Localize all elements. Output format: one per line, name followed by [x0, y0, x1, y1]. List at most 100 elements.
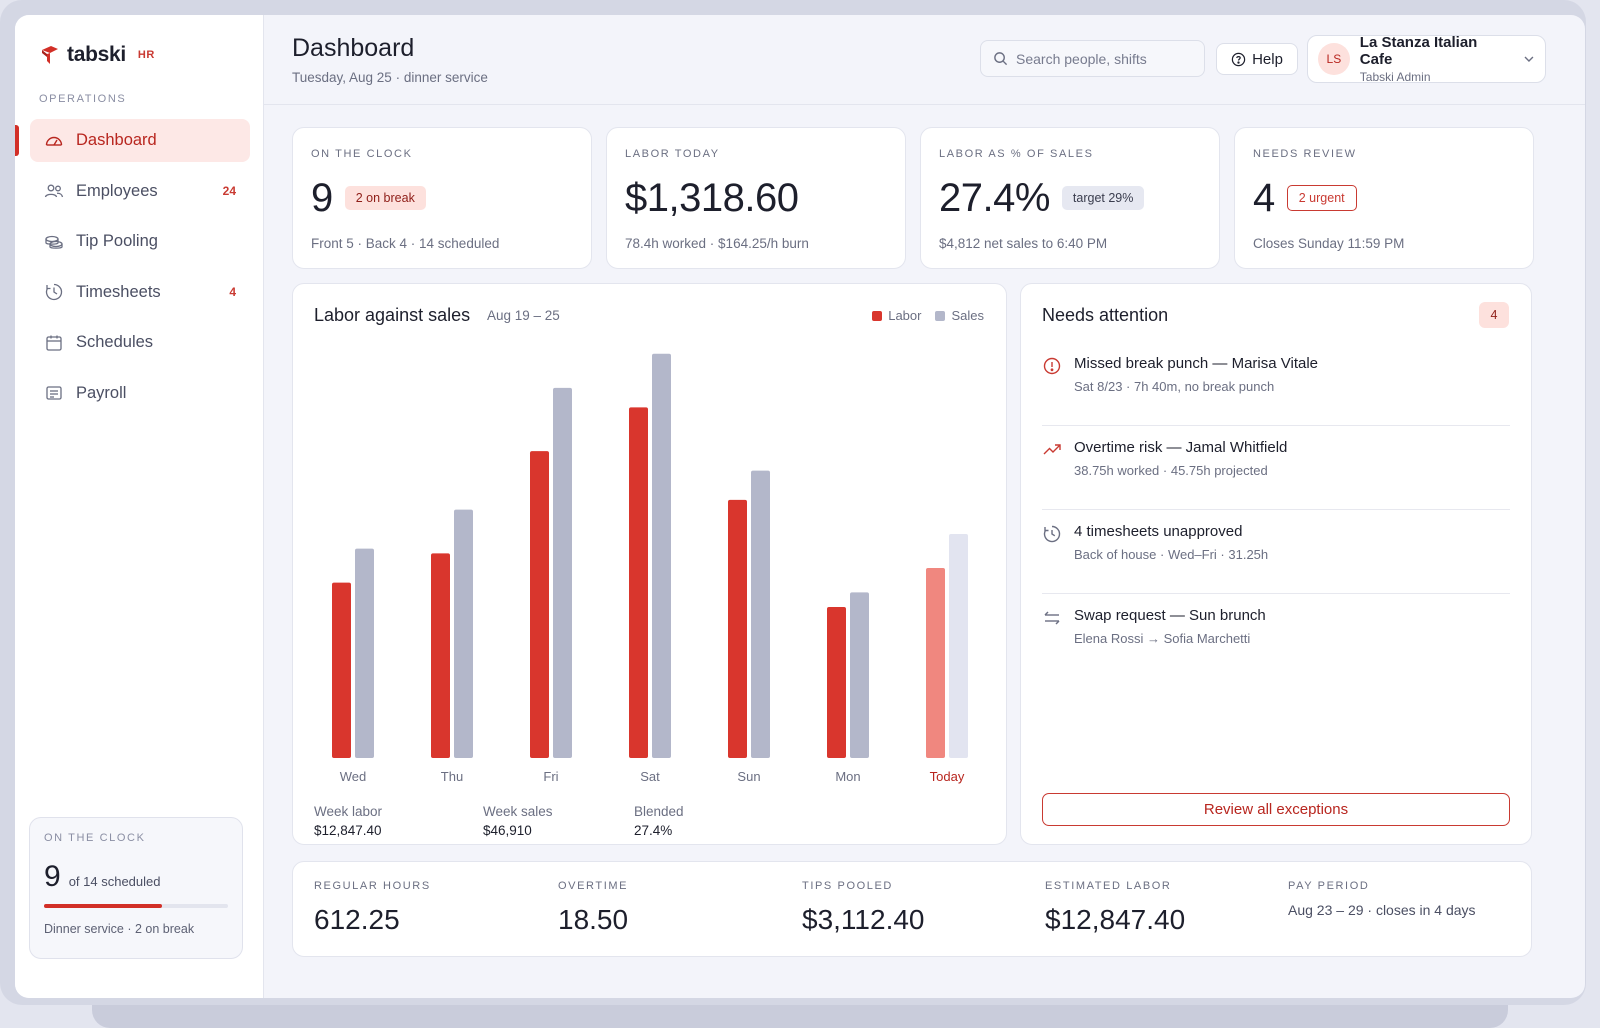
- chart-date-range: Aug 19 – 25: [487, 308, 560, 323]
- bar-sales-mon[interactable]: [850, 592, 869, 758]
- metric-value: $12,847.40: [1045, 904, 1186, 935]
- bar-labor-thu[interactable]: [431, 553, 450, 758]
- help-button[interactable]: Help: [1216, 43, 1298, 75]
- help-circle-icon: [1231, 52, 1246, 66]
- stat-sub: Closes Sunday 11:59 PM: [1253, 236, 1405, 251]
- bar-labor-mon[interactable]: [827, 607, 846, 758]
- legend-swatch: [935, 310, 946, 321]
- x-tick-label: Today: [930, 769, 965, 784]
- attention-item-title: Overtime risk — Jamal Whitfield: [1074, 439, 1288, 456]
- bar-sales-wed[interactable]: [355, 548, 374, 758]
- metric-estimated-labor: ESTIMATED LABOR $12,847.40: [1045, 880, 1185, 936]
- clock-card-of: of 14 scheduled: [68, 874, 161, 889]
- sidebar-nav: Dashboard Employees 24 Tip Pooling Time: [15, 119, 250, 422]
- total-value: $12,847.40: [314, 823, 382, 838]
- bar-sales-fri[interactable]: [553, 387, 572, 758]
- sidebar-item-label: Timesheets: [76, 282, 161, 301]
- urgent-badge: 2 urgent: [1286, 185, 1357, 211]
- labor-sales-chart: Wed Thu Fri Sat Sun Mon Today: [332, 353, 968, 784]
- bar-labor-sat[interactable]: [629, 407, 648, 758]
- metric-label: OVERTIME: [558, 880, 629, 892]
- metric-value: 612.25: [314, 904, 400, 935]
- attention-item-overtime[interactable]: Overtime risk — Jamal Whitfield 38.75h w…: [1042, 426, 1510, 510]
- status-badge: 2 on break: [344, 186, 426, 210]
- stat-value: 4: [1253, 175, 1275, 220]
- attention-item-timesheets[interactable]: 4 timesheets unapproved Back of house · …: [1042, 510, 1510, 594]
- sidebar-item-timesheets[interactable]: Timesheets 4: [30, 271, 250, 314]
- attention-item-swap[interactable]: Swap request — Sun brunch Elena Rossi → …: [1042, 594, 1510, 678]
- clock-card-footer: Dinner service · 2 on break: [44, 922, 195, 936]
- total-value: $46,910: [483, 823, 532, 838]
- receipt-icon: [44, 383, 64, 403]
- stat-sub: Front 5 · Back 4 · 14 scheduled: [311, 236, 500, 251]
- stat-label: LABOR TODAY: [625, 148, 720, 160]
- target-badge: target 29%: [1061, 186, 1145, 210]
- metric-text: Aug 23 – 29 · closes in 4 days: [1288, 902, 1476, 918]
- stat-card-needs-review: NEEDS REVIEW 4 2 urgent Closes Sunday 11…: [1234, 127, 1534, 269]
- attention-item-sub: Elena Rossi → Sofia Marchetti: [1074, 631, 1251, 646]
- stat-card-labor-today: LABOR TODAY $1,318.60 78.4h worked · $16…: [606, 127, 906, 269]
- bar-sales-thu[interactable]: [454, 509, 473, 758]
- sidebar-item-count: 24: [222, 184, 236, 198]
- x-tick-label: Mon: [835, 769, 860, 784]
- legend-label: Labor: [888, 308, 922, 323]
- sidebar-item-dashboard[interactable]: Dashboard: [15, 119, 250, 162]
- stat-sub: $4,812 net sales to 6:40 PM: [939, 236, 1108, 251]
- bar-sales-sat[interactable]: [652, 353, 671, 758]
- sidebar-item-schedules[interactable]: Schedules: [30, 321, 250, 364]
- stat-label: NEEDS REVIEW: [1253, 148, 1357, 160]
- account-switcher[interactable]: LS La Stanza Italian Cafe Tabski Admin: [1307, 34, 1546, 84]
- metric-value: 18.50: [558, 904, 629, 935]
- chart-totals: Week labor $12,847.40 Week sales $46,910…: [314, 804, 684, 838]
- chevron-down-icon: [1524, 56, 1534, 62]
- total-value: 27.4%: [634, 823, 673, 838]
- metric-tips-pooled: TIPS POOLED $3,112.40: [802, 880, 925, 936]
- attention-item-title: Swap request — Sun brunch: [1074, 607, 1266, 624]
- clock-icon: [44, 282, 64, 302]
- bar-labor-today[interactable]: [926, 568, 945, 758]
- coins-icon: [44, 232, 64, 252]
- clock-progress-fill: [44, 904, 163, 908]
- logo-mark-icon: [42, 46, 58, 64]
- trending-up-icon: [1043, 444, 1061, 455]
- total-week-labor: Week labor $12,847.40: [314, 804, 483, 838]
- page-subtitle: Tuesday, Aug 25 · dinner service: [292, 70, 488, 85]
- history-icon: [1043, 525, 1061, 543]
- metric-label: TIPS POOLED: [802, 880, 893, 892]
- total-label: Week labor: [314, 804, 383, 819]
- attention-list: Missed break punch — Marisa Vitale Sat 8…: [1042, 342, 1510, 678]
- attention-item-missed-break[interactable]: Missed break punch — Marisa Vitale Sat 8…: [1042, 342, 1510, 426]
- attention-item-title: Missed break punch — Marisa Vitale: [1074, 355, 1318, 372]
- bar-sales-sun[interactable]: [751, 470, 770, 758]
- brand-logo[interactable]: tabski HR: [39, 43, 155, 67]
- labor-sales-chart-card: Wed Thu Fri Sat Sun Mon Today Labor against sa…: [292, 283, 1007, 845]
- search-input[interactable]: [1016, 50, 1186, 67]
- account-role: Tabski Admin: [1359, 70, 1431, 84]
- swap-icon: [1044, 611, 1060, 625]
- metric-label: REGULAR HOURS: [314, 880, 431, 892]
- sidebar-item-tip-pooling[interactable]: Tip Pooling: [30, 220, 250, 263]
- stat-card-labor-percent: LABOR AS % OF SALES 27.4% target 29% $4,…: [920, 127, 1220, 269]
- help-label: Help: [1252, 50, 1283, 68]
- metric-value: $3,112.40: [802, 904, 925, 935]
- stat-value: $1,318.60: [625, 175, 799, 220]
- sidebar-item-employees[interactable]: Employees 24: [30, 170, 250, 213]
- bar-labor-wed[interactable]: [332, 582, 351, 758]
- sidebar-item-payroll[interactable]: Payroll: [30, 372, 250, 415]
- review-exceptions-button[interactable]: Review all exceptions: [1042, 793, 1510, 826]
- brand-name: tabski: [67, 43, 126, 66]
- x-tick-label: Sat: [640, 769, 660, 784]
- bar-labor-fri[interactable]: [530, 451, 549, 758]
- attention-item-sub: Sat 8/23 · 7h 40m, no break punch: [1074, 379, 1275, 394]
- metric-label: PAY PERIOD: [1288, 880, 1370, 892]
- sidebar-item-label: Schedules: [76, 333, 154, 351]
- search-box[interactable]: [980, 40, 1205, 77]
- account-name: La Stanza Italian Cafe: [1359, 34, 1478, 68]
- on-the-clock-card: ON THE CLOCK 9 of 14 scheduled Dinner se…: [29, 817, 243, 959]
- legend-item-labor: Labor: [872, 308, 921, 323]
- bar-labor-sun[interactable]: [728, 499, 747, 758]
- calendar-icon: [44, 333, 64, 353]
- attention-count-badge: 4: [1479, 302, 1509, 328]
- bar-sales-today[interactable]: [949, 533, 968, 758]
- avatar: LS: [1318, 43, 1350, 75]
